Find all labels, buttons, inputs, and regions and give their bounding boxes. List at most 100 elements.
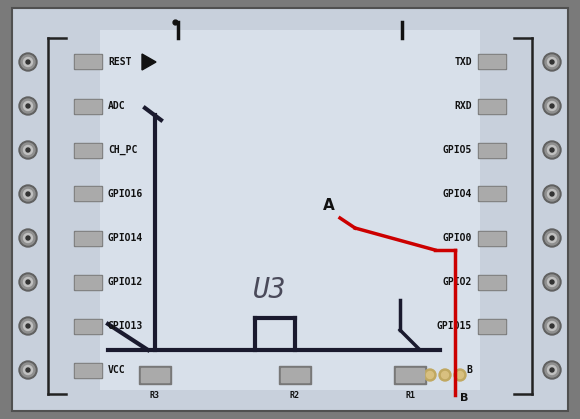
Bar (74, 230, 102, 246)
Circle shape (543, 229, 561, 247)
Bar (100, 30, 480, 390)
Circle shape (21, 55, 35, 69)
Bar (75, 187, 101, 201)
Circle shape (548, 57, 556, 67)
Circle shape (19, 141, 37, 159)
Bar (75, 55, 101, 68)
Text: RXD: RXD (454, 101, 472, 111)
Circle shape (550, 280, 554, 284)
Circle shape (543, 141, 561, 159)
Bar (75, 320, 101, 333)
Circle shape (21, 319, 35, 333)
Bar (75, 143, 101, 157)
Circle shape (24, 145, 32, 155)
Circle shape (26, 280, 30, 284)
Text: GPIO14: GPIO14 (108, 233, 143, 243)
Bar (479, 320, 505, 333)
Circle shape (26, 192, 30, 196)
Circle shape (548, 321, 556, 331)
Circle shape (21, 99, 35, 113)
Circle shape (21, 143, 35, 157)
Circle shape (26, 236, 30, 240)
Circle shape (548, 277, 556, 287)
Text: U3: U3 (253, 276, 287, 304)
Bar (74, 54, 102, 70)
Circle shape (26, 368, 30, 372)
Circle shape (26, 324, 30, 328)
Bar (479, 143, 505, 157)
Text: GPIO13: GPIO13 (108, 321, 143, 331)
Bar (479, 55, 505, 68)
Bar (396, 368, 424, 382)
Circle shape (545, 143, 559, 157)
Circle shape (26, 60, 30, 64)
Bar (75, 99, 101, 112)
Text: GPIO16: GPIO16 (108, 189, 143, 199)
Text: CH_PC: CH_PC (108, 145, 137, 155)
Circle shape (543, 317, 561, 335)
Text: GPIO12: GPIO12 (108, 277, 143, 287)
Circle shape (550, 324, 554, 328)
Circle shape (19, 53, 37, 71)
Circle shape (550, 192, 554, 196)
Text: R3: R3 (150, 391, 160, 400)
Text: GPIO2: GPIO2 (443, 277, 472, 287)
Text: GPIO5: GPIO5 (443, 145, 472, 155)
Circle shape (19, 229, 37, 247)
Circle shape (21, 275, 35, 289)
Circle shape (545, 275, 559, 289)
Circle shape (543, 97, 561, 115)
Text: R1: R1 (405, 391, 415, 400)
Bar (479, 276, 505, 289)
Text: ADC: ADC (108, 101, 126, 111)
Circle shape (24, 57, 32, 67)
Circle shape (19, 361, 37, 379)
Circle shape (24, 321, 32, 331)
Text: B: B (466, 365, 472, 375)
Bar (478, 318, 506, 334)
Circle shape (24, 233, 32, 243)
Circle shape (548, 233, 556, 243)
Circle shape (19, 97, 37, 115)
Bar (139, 366, 171, 384)
Circle shape (19, 273, 37, 291)
Bar (74, 186, 102, 202)
Text: A: A (323, 198, 335, 213)
Text: GPIO15: GPIO15 (437, 321, 472, 331)
Circle shape (456, 372, 463, 378)
Bar (478, 54, 506, 70)
Circle shape (24, 365, 32, 375)
Circle shape (545, 363, 559, 377)
Circle shape (545, 99, 559, 113)
Circle shape (545, 55, 559, 69)
Text: GPIO0: GPIO0 (443, 233, 472, 243)
Bar (478, 230, 506, 246)
Bar (281, 368, 309, 382)
Circle shape (543, 273, 561, 291)
Polygon shape (142, 54, 156, 70)
Text: R2: R2 (290, 391, 300, 400)
Circle shape (24, 189, 32, 199)
Circle shape (543, 361, 561, 379)
Circle shape (545, 319, 559, 333)
Circle shape (26, 148, 30, 152)
Bar (478, 186, 506, 202)
Circle shape (424, 369, 436, 381)
Text: GPIO4: GPIO4 (443, 189, 472, 199)
Text: B: B (460, 393, 469, 403)
Text: VCC: VCC (108, 365, 126, 375)
Bar (75, 232, 101, 245)
Circle shape (550, 236, 554, 240)
Bar (479, 99, 505, 112)
Bar (478, 142, 506, 158)
Bar (75, 364, 101, 377)
Circle shape (426, 372, 433, 378)
Bar (74, 318, 102, 334)
Circle shape (545, 187, 559, 201)
Circle shape (548, 145, 556, 155)
Bar (478, 274, 506, 290)
Circle shape (550, 60, 554, 64)
Bar (74, 362, 102, 378)
Bar (74, 274, 102, 290)
Circle shape (19, 185, 37, 203)
